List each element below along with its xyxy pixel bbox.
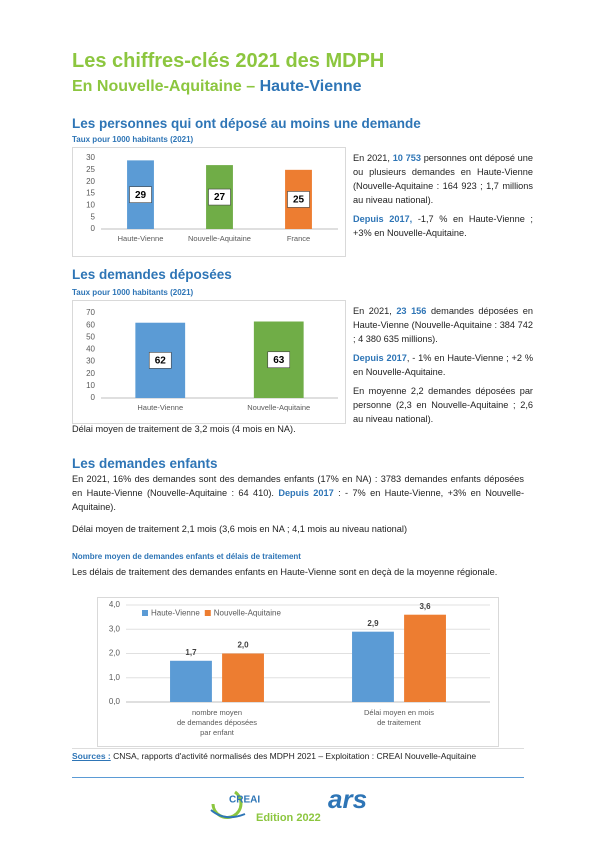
text: En 2021, 16% des demandes sont des deman… — [72, 474, 524, 498]
text: En 2021, — [353, 306, 397, 316]
y-tick-label: 60 — [86, 320, 95, 329]
y-tick-label: 30 — [86, 357, 95, 366]
data-label: 29 — [135, 190, 147, 201]
y-tick-label: 20 — [86, 177, 95, 186]
y-tick-label: 0 — [91, 393, 96, 402]
x-tick-label: Haute-Vienne — [117, 234, 164, 243]
y-tick-label: 40 — [86, 345, 95, 354]
logo-ars: ars — [328, 784, 368, 814]
subtitle-text: En Nouvelle-Aquitaine – — [72, 78, 256, 95]
x-tick-label: Délai moyen en mois de traitement — [363, 708, 435, 727]
edition: Edition 2022 — [256, 812, 321, 824]
y-tick-label: 4,0 — [109, 600, 121, 609]
text: -1,7 % en Haute-Vienne ; +3% en Nouvelle… — [353, 214, 533, 238]
data-label-box — [129, 186, 152, 203]
bar — [170, 660, 212, 702]
y-tick-label: 3,0 — [109, 624, 121, 633]
text: Délai moyen de traitement 2,1 mois (3,6 … — [72, 524, 408, 534]
bar — [404, 614, 446, 702]
text: Depuis 2017 — [353, 353, 407, 363]
text: Depuis 2017 — [278, 488, 334, 498]
x-tick-label: nombre moyen de demandes déposées par en… — [176, 708, 258, 737]
legend-label: Haute-Vienne — [151, 609, 200, 618]
data-label-box — [208, 188, 231, 206]
y-tick-label: 10 — [86, 381, 95, 390]
bar — [222, 653, 264, 702]
data-label-box — [148, 352, 172, 369]
y-tick-label: 0 — [91, 224, 96, 233]
y-tick-label: 1,0 — [109, 673, 121, 682]
text-block: En 2021, 10 753 personnes ont déposé une… — [353, 151, 533, 245]
logo-creai: CREAI — [210, 790, 260, 819]
y-tick-label: 15 — [86, 189, 95, 198]
data-label: 2,0 — [237, 641, 249, 650]
data-label: 2,9 — [367, 619, 379, 628]
data-label: 62 — [155, 355, 167, 366]
chart-plot: 0 10 20 30 40 50 60 70 62 63 — [86, 308, 338, 402]
chart-title: Taux pour 1000 habitants (2021) — [72, 135, 194, 144]
chart: 0 5 10 15 20 25 30 29 27 25 Haute-Vienne Nouvelle-A… — [72, 147, 346, 257]
logo-text: CREAI — [229, 795, 260, 806]
y-tick-label: 50 — [86, 332, 95, 341]
separator — [72, 777, 524, 778]
section-heading: Les demandes enfants — [72, 456, 218, 471]
y-tick-label: 70 — [86, 308, 95, 317]
y-tick-label: 25 — [86, 165, 95, 174]
y-tick-label: 2,0 — [109, 649, 121, 658]
chart: 0 10 20 30 40 50 60 70 62 63 Haute-Vienne Nouvelle-… — [72, 300, 346, 424]
chart: 0,0 1,0 2,0 3,0 4,0 1,7 2,0 2,9 3,6 Haute-Vienne N… — [97, 597, 499, 747]
text: En 2021, — [353, 153, 393, 163]
x-tick-label: Haute-Vienne — [137, 403, 184, 412]
legend-label: Nouvelle-Aquitaine — [214, 609, 282, 618]
x-tick-label: Nouvelle-Aquitaine — [247, 403, 311, 412]
text: , - 1% en Haute-Vienne ; +2 % en Nouvell… — [353, 353, 533, 377]
note: Délai moyen de traitement de 3,2 mois (4… — [72, 424, 296, 434]
y-tick-label: 30 — [86, 153, 95, 162]
y-tick-label: 0,0 — [109, 697, 121, 706]
section-heading: Les demandes déposées — [72, 267, 232, 282]
text: Les délais de traitement des demandes en… — [72, 567, 498, 577]
chart-plot: 0 5 10 15 20 25 30 29 27 25 — [86, 153, 338, 233]
data-label: 25 — [293, 195, 305, 206]
legend-swatch — [142, 610, 148, 616]
sources-label: Sources : — [72, 751, 111, 761]
text-block: En 2021, 16% des demandes sont des deman… — [72, 472, 524, 541]
data-label-box — [267, 351, 291, 369]
sources: Sources : CNSA, rapports d'activité norm… — [72, 748, 524, 761]
text: demandes déposées en Haute-Vienne (Nouve… — [353, 306, 533, 344]
bar — [352, 631, 394, 702]
chart-title: Taux pour 1000 habitants (2021) — [72, 288, 194, 297]
subtitle: En Nouvelle-Aquitaine – Haute-Vienne — [72, 78, 362, 96]
y-tick-label: 5 — [91, 212, 96, 221]
data-label: 3,6 — [419, 602, 431, 611]
section-heading: Les personnes qui ont déposé au moins un… — [72, 116, 421, 131]
chart-plot: 0,0 1,0 2,0 3,0 4,0 1,7 2,0 2,9 3,6 Haute-Vienne N… — [109, 600, 490, 706]
y-tick-label: 10 — [86, 200, 95, 209]
text: 23 156 — [396, 306, 427, 316]
x-tick-label: Nouvelle-Aquitaine — [188, 234, 251, 243]
legend-swatch — [204, 610, 211, 616]
x-tick-label: France — [286, 234, 311, 243]
subtitle-highlight: Haute-Vienne — [259, 78, 362, 95]
sources-text: CNSA, rapports d'activité normalisés des… — [110, 751, 477, 761]
title: Les chiffres-clés 2021 des MDPH — [72, 50, 385, 72]
data-label-box — [287, 191, 310, 208]
text: personnes ont déposé une ou plusieurs de… — [353, 153, 534, 205]
text: En moyenne 2,2 demandes déposées par per… — [353, 386, 533, 424]
text-block: En 2021, 23 156 demandes déposées en Hau… — [353, 304, 533, 431]
text: Depuis 2017, — [353, 214, 413, 224]
data-label: 1,7 — [185, 648, 197, 657]
y-tick-label: 20 — [86, 369, 95, 378]
data-label: 63 — [273, 355, 285, 366]
text: 10 753 — [392, 153, 421, 163]
text: : - 7% en Haute-Vienne, +3% en Nouvelle-… — [72, 488, 524, 512]
data-label: 27 — [214, 192, 226, 203]
chart-title: Nombre moyen de demandes enfants et déla… — [72, 552, 301, 561]
